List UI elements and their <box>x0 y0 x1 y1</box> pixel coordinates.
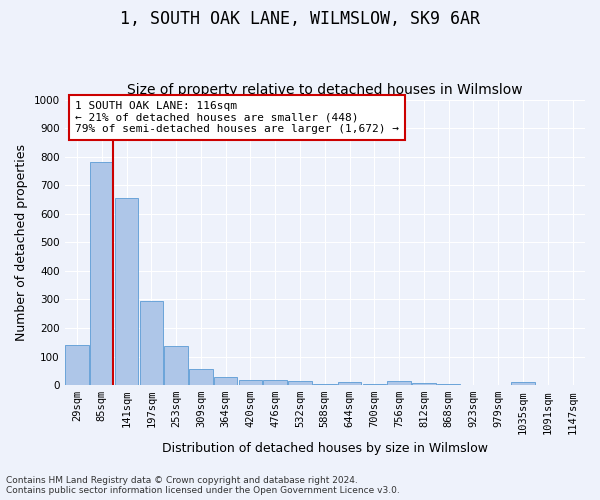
Bar <box>313 384 337 385</box>
Bar <box>288 382 312 385</box>
Bar <box>338 382 361 385</box>
Bar <box>214 377 238 385</box>
Bar <box>189 370 212 385</box>
Bar <box>388 382 411 385</box>
Bar <box>437 384 460 385</box>
Title: Size of property relative to detached houses in Wilmslow: Size of property relative to detached ho… <box>127 83 523 97</box>
Bar <box>263 380 287 385</box>
Bar <box>164 346 188 385</box>
Bar <box>140 301 163 385</box>
Text: Contains HM Land Registry data © Crown copyright and database right 2024.
Contai: Contains HM Land Registry data © Crown c… <box>6 476 400 495</box>
Bar <box>362 384 386 385</box>
X-axis label: Distribution of detached houses by size in Wilmslow: Distribution of detached houses by size … <box>162 442 488 455</box>
Bar <box>412 383 436 385</box>
Bar <box>90 162 113 385</box>
Bar <box>239 380 262 385</box>
Bar <box>115 198 138 385</box>
Bar <box>65 345 89 385</box>
Bar <box>511 382 535 385</box>
Y-axis label: Number of detached properties: Number of detached properties <box>15 144 28 341</box>
Text: 1, SOUTH OAK LANE, WILMSLOW, SK9 6AR: 1, SOUTH OAK LANE, WILMSLOW, SK9 6AR <box>120 10 480 28</box>
Text: 1 SOUTH OAK LANE: 116sqm
← 21% of detached houses are smaller (448)
79% of semi-: 1 SOUTH OAK LANE: 116sqm ← 21% of detach… <box>75 101 399 134</box>
